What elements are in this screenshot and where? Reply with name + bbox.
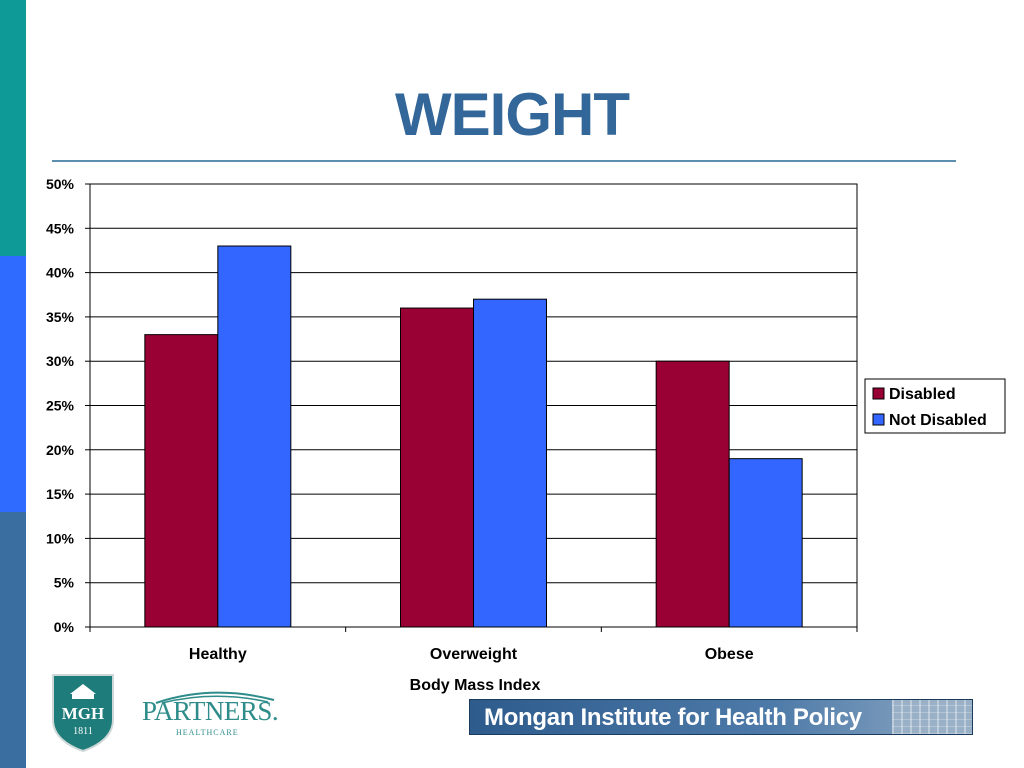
y-tick-label: 10%: [46, 530, 75, 546]
partners-arc-icon: [155, 691, 275, 704]
building-image: [892, 700, 972, 734]
bar-disabled-overweight: [400, 307, 474, 628]
legend-label: Disabled: [889, 386, 956, 403]
y-tick-label: 0%: [54, 619, 75, 635]
building-base: [72, 694, 94, 699]
bar-disabled-healthy: [144, 334, 219, 628]
title-divider: [52, 160, 956, 162]
y-tick-label: 25%: [46, 398, 75, 414]
x-tick-label: Obese: [705, 646, 754, 663]
bar-chart: 0% 5% 10% 15% 20% 25% 30% 35% 40% 45% 50% Healthy Ov…: [46, 176, 1006, 694]
partners-name: PARTNERS.: [142, 696, 279, 726]
y-tick-label: 35%: [46, 309, 75, 325]
mgh-text: MGH: [62, 704, 105, 723]
bar-not-disabled-obese: [728, 458, 803, 628]
legend-label: Not Disabled: [889, 412, 987, 429]
y-tick-label: 20%: [46, 442, 75, 458]
banner-text: Mongan Institute for Health Policy: [484, 704, 862, 731]
y-tick-label: 50%: [46, 176, 75, 192]
partners-subtitle: HEALTHCARE: [176, 728, 239, 737]
y-tick-label: 5%: [54, 575, 75, 591]
bar-disabled-obese: [655, 360, 730, 628]
legend-swatch: [872, 413, 885, 426]
legend-swatch: [872, 387, 885, 400]
x-tick-label: Healthy: [189, 646, 247, 663]
x-tick-label: Overweight: [430, 646, 518, 663]
y-tick-label: 15%: [46, 486, 75, 502]
left-accent-bar-steel: [0, 512, 26, 768]
y-tick-label: 45%: [46, 220, 75, 236]
legend-box: [864, 378, 1006, 434]
dome-icon: [70, 684, 96, 694]
mgh-shield-logo: MGH 1811: [52, 674, 114, 752]
mgh-year: 1811: [73, 726, 93, 737]
left-accent-bar-teal: [0, 0, 26, 256]
shield-shape: [52, 674, 114, 752]
slide-title: WEIGHT: [395, 81, 630, 148]
left-accent-bar-blue: [0, 256, 26, 512]
mongan-institute-banner: Mongan Institute for Health Policy: [469, 699, 973, 735]
y-tick-label: 40%: [46, 265, 75, 281]
y-tick-label: 30%: [46, 353, 75, 369]
x-axis-title: Body Mass Index: [410, 677, 541, 694]
bar-not-disabled-overweight: [473, 298, 547, 628]
bar-not-disabled-healthy: [217, 245, 292, 628]
